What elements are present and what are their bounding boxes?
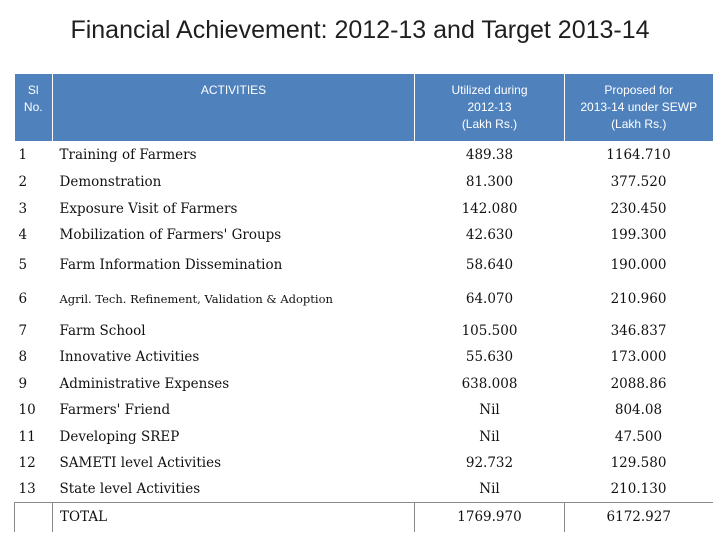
row-sl: 13 bbox=[18, 480, 36, 497]
table-row: 7 Farm School 105.500 346.837 bbox=[15, 317, 713, 344]
header-proposed-line3: (Lakh Rs.) bbox=[611, 117, 667, 131]
total-label: TOTAL bbox=[52, 501, 415, 532]
row-utilized: 42.630 bbox=[465, 227, 514, 243]
total-row: TOTAL 1769.970 6172.927 bbox=[14, 501, 713, 532]
table-row: 4 Mobilization of Farmers' Groups 42.630… bbox=[15, 222, 713, 248]
header-utilized: Utilized during 2012-13 (Lakh Rs.) bbox=[414, 74, 565, 141]
row-utilized: 489.38 bbox=[465, 147, 514, 163]
row-activity: Training of Farmers bbox=[59, 147, 197, 163]
table-row: 8 Innovative Activities 55.630 173.000 bbox=[15, 344, 713, 370]
row-proposed: 346.837 bbox=[610, 322, 667, 339]
row-activity: Developing SREP bbox=[59, 428, 180, 445]
row-proposed: 2088.86 bbox=[610, 375, 667, 392]
row-proposed: 47.500 bbox=[614, 428, 663, 445]
header-activities: ACTIVITIES bbox=[52, 74, 415, 141]
row-proposed: 190.000 bbox=[610, 256, 667, 273]
table-row: 9 Administrative Expenses 638.008 2088.8… bbox=[15, 370, 713, 397]
row-utilized: 105.500 bbox=[461, 322, 518, 339]
row-sl: 1 bbox=[18, 147, 28, 163]
header-utilized-line3: (Lakh Rs.) bbox=[461, 117, 518, 131]
row-activity: Demonstration bbox=[59, 174, 162, 190]
header-proposed: Proposed for 2013-14 under SEWP (Lakh Rs… bbox=[564, 74, 713, 141]
row-utilized: 638.008 bbox=[461, 375, 518, 392]
header-sl-no: Sl No. bbox=[14, 74, 53, 141]
row-utilized: 64.070 bbox=[465, 291, 514, 307]
row-sl: 4 bbox=[18, 227, 28, 243]
header-sl-line1: Sl bbox=[27, 83, 39, 97]
table-row: 13 State level Activities Nil 210.130 bbox=[15, 476, 713, 502]
row-proposed: 804.08 bbox=[614, 402, 663, 418]
financial-table: Sl No. ACTIVITIES Utilized during 2012-1… bbox=[14, 74, 713, 532]
row-utilized: 142.080 bbox=[461, 200, 518, 217]
row-utilized: Nil bbox=[479, 402, 500, 418]
row-activity: Farm School bbox=[59, 322, 146, 339]
row-sl: 5 bbox=[18, 256, 28, 273]
row-sl: 12 bbox=[18, 455, 36, 471]
header-proposed-line1: Proposed for bbox=[604, 83, 674, 97]
table-row: 2 Demonstration 81.300 377.520 bbox=[15, 169, 713, 195]
table-row: 5 Farm Information Dissemination 58.640 … bbox=[15, 248, 713, 281]
row-activity: State level Activities bbox=[59, 480, 201, 497]
row-activity: Farmers' Friend bbox=[59, 402, 171, 418]
row-proposed: 1164.710 bbox=[606, 147, 671, 163]
row-sl: 2 bbox=[18, 174, 28, 190]
row-proposed: 210.960 bbox=[610, 291, 667, 307]
row-proposed: 173.000 bbox=[610, 349, 667, 365]
row-activity: SAMETI level Activities bbox=[59, 455, 222, 471]
table-row: 10 Farmers' Friend Nil 804.08 bbox=[15, 397, 713, 423]
row-activity: Innovative Activities bbox=[59, 349, 200, 365]
table-row: 6 Agril. Tech. Refinement, Validation & … bbox=[15, 281, 713, 317]
row-utilized: 58.640 bbox=[465, 256, 514, 273]
row-sl: 3 bbox=[18, 200, 28, 217]
header-sl-line2: No. bbox=[23, 100, 43, 114]
row-utilized: Nil bbox=[479, 428, 500, 445]
row-activity: Exposure Visit of Farmers bbox=[59, 200, 238, 217]
total-sl-empty bbox=[14, 501, 53, 532]
row-utilized: Nil bbox=[479, 480, 500, 497]
row-sl: 10 bbox=[18, 402, 36, 418]
header-activities-label: ACTIVITIES bbox=[200, 83, 267, 97]
row-sl: 8 bbox=[18, 349, 28, 365]
total-proposed: 6172.927 bbox=[564, 501, 713, 532]
row-proposed: 199.300 bbox=[610, 227, 667, 243]
row-sl: 6 bbox=[18, 291, 28, 307]
table-row: 11 Developing SREP Nil 47.500 bbox=[15, 423, 713, 450]
row-proposed: 377.520 bbox=[610, 174, 667, 190]
row-sl: 11 bbox=[18, 428, 36, 445]
header-utilized-line2: 2012-13 bbox=[467, 100, 512, 114]
table-row: 1 Training of Farmers 489.38 1164.710 bbox=[15, 141, 713, 169]
header-proposed-line2: 2013-14 under SEWP bbox=[580, 100, 698, 114]
row-activity: Farm Information Dissemination bbox=[59, 256, 283, 273]
row-sl: 9 bbox=[18, 375, 28, 392]
row-proposed: 210.130 bbox=[610, 480, 667, 497]
header-utilized-line1: Utilized during bbox=[451, 83, 528, 97]
row-activity: Agril. Tech. Refinement, Validation & Ad… bbox=[59, 292, 333, 306]
table-row: 3 Exposure Visit of Farmers 142.080 230.… bbox=[15, 195, 713, 222]
table-header-row: Sl No. ACTIVITIES Utilized during 2012-1… bbox=[14, 74, 713, 141]
page-title: Financial Achievement: 2012-13 and Targe… bbox=[70, 16, 650, 44]
row-proposed: 129.580 bbox=[610, 455, 667, 471]
row-activity: Administrative Expenses bbox=[59, 375, 230, 392]
table-row: 12 SAMETI level Activities 92.732 129.58… bbox=[15, 450, 713, 476]
row-sl: 7 bbox=[18, 322, 28, 339]
row-utilized: 55.630 bbox=[465, 349, 514, 365]
row-activity: Mobilization of Farmers' Groups bbox=[59, 227, 282, 243]
row-utilized: 92.732 bbox=[465, 455, 514, 471]
row-utilized: 81.300 bbox=[465, 174, 514, 190]
row-proposed: 230.450 bbox=[610, 200, 667, 217]
total-utilized: 1769.970 bbox=[414, 501, 565, 532]
